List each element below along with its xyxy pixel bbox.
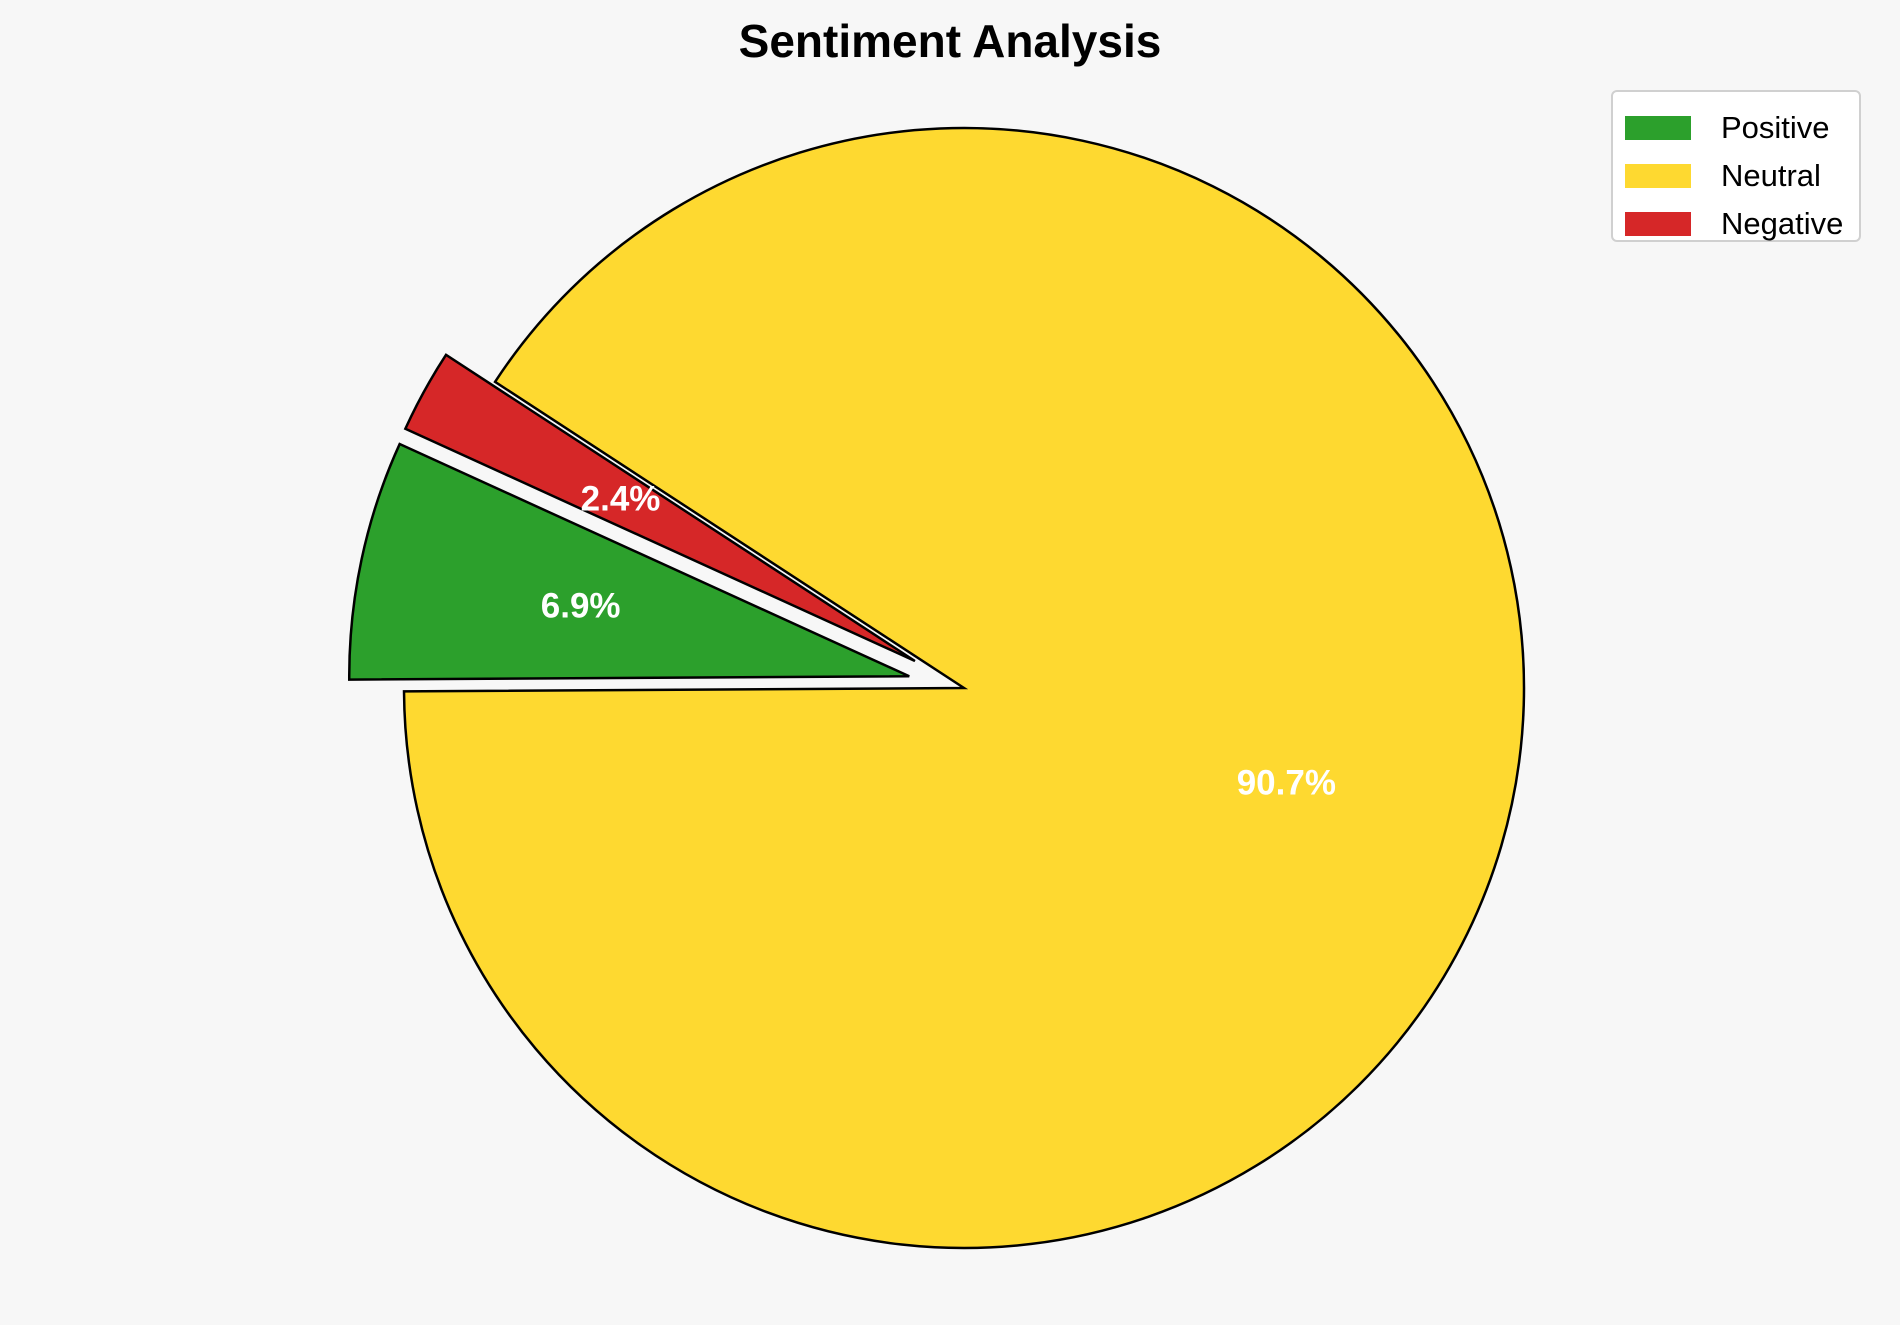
legend: Positive Neutral Negative	[1611, 90, 1861, 242]
legend-swatch-negative	[1625, 212, 1691, 236]
legend-label-neutral: Neutral	[1721, 158, 1821, 193]
legend-label-negative: Negative	[1721, 206, 1844, 241]
legend-item-negative: Negative	[1625, 200, 1859, 248]
pie-label-negative: 2.4%	[581, 480, 661, 519]
chart-title: Sentiment Analysis	[738, 15, 1162, 67]
legend-item-positive: Positive	[1625, 104, 1859, 152]
pie-slice-labels: 6.9% 90.7% 2.4%	[541, 480, 1336, 803]
legend-swatch-positive	[1625, 116, 1691, 140]
pie-label-positive: 6.9%	[541, 586, 621, 625]
pie-slice-neutral	[402, 126, 1526, 1250]
pie-slices	[347, 126, 1526, 1250]
legend-swatch-neutral	[1625, 164, 1691, 188]
pie-slice-positive	[347, 442, 910, 681]
legend-label-positive: Positive	[1721, 110, 1830, 145]
legend-item-neutral: Neutral	[1625, 152, 1859, 200]
pie-slice-negative	[403, 353, 916, 663]
pie-label-neutral: 90.7%	[1237, 763, 1336, 802]
